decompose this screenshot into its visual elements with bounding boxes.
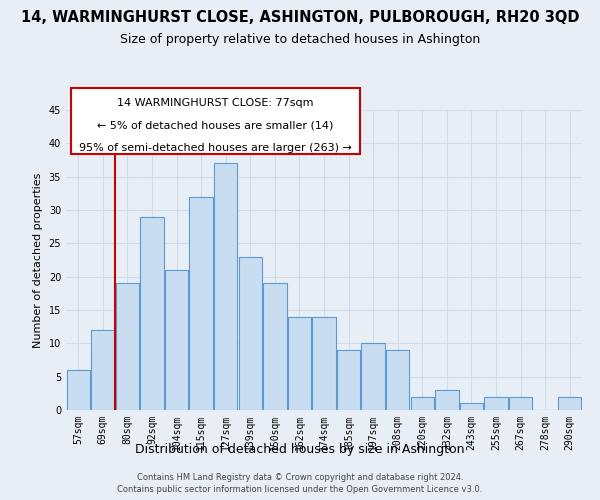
Text: ← 5% of detached houses are smaller (14): ← 5% of detached houses are smaller (14) bbox=[97, 120, 334, 130]
Bar bbox=[558, 396, 581, 410]
Text: Size of property relative to detached houses in Ashington: Size of property relative to detached ho… bbox=[120, 32, 480, 46]
Bar bbox=[165, 270, 188, 410]
Bar bbox=[313, 316, 335, 410]
Bar bbox=[484, 396, 508, 410]
Bar bbox=[190, 196, 213, 410]
Bar bbox=[361, 344, 385, 410]
Bar bbox=[410, 396, 434, 410]
Text: 14 WARMINGHURST CLOSE: 77sqm: 14 WARMINGHURST CLOSE: 77sqm bbox=[118, 98, 314, 108]
Text: Contains HM Land Registry data © Crown copyright and database right 2024.: Contains HM Land Registry data © Crown c… bbox=[137, 473, 463, 482]
Text: 95% of semi-detached houses are larger (263) →: 95% of semi-detached houses are larger (… bbox=[79, 143, 352, 153]
Bar bbox=[214, 164, 238, 410]
Bar bbox=[460, 404, 483, 410]
Bar bbox=[263, 284, 287, 410]
Bar bbox=[288, 316, 311, 410]
Bar bbox=[140, 216, 164, 410]
Bar bbox=[67, 370, 90, 410]
Bar bbox=[91, 330, 115, 410]
Text: Contains public sector information licensed under the Open Government Licence v3: Contains public sector information licen… bbox=[118, 486, 482, 494]
Text: 14, WARMINGHURST CLOSE, ASHINGTON, PULBOROUGH, RH20 3QD: 14, WARMINGHURST CLOSE, ASHINGTON, PULBO… bbox=[21, 10, 579, 25]
Bar bbox=[337, 350, 360, 410]
Bar bbox=[386, 350, 409, 410]
Bar bbox=[435, 390, 458, 410]
FancyBboxPatch shape bbox=[71, 88, 360, 154]
Bar bbox=[116, 284, 139, 410]
Bar bbox=[509, 396, 532, 410]
Text: Distribution of detached houses by size in Ashington: Distribution of detached houses by size … bbox=[135, 444, 465, 456]
Y-axis label: Number of detached properties: Number of detached properties bbox=[33, 172, 43, 348]
Bar bbox=[239, 256, 262, 410]
